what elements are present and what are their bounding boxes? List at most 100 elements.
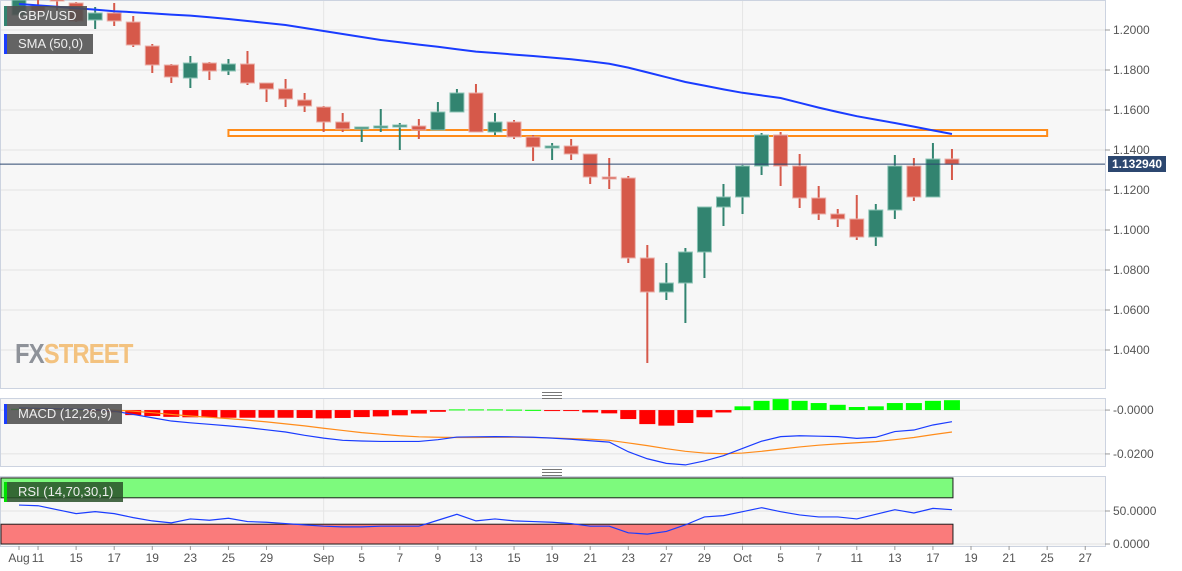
candle-body bbox=[49, 0, 65, 2]
candle[interactable] bbox=[297, 93, 313, 112]
candle[interactable] bbox=[563, 139, 579, 160]
macd-histogram-bar bbox=[829, 404, 846, 411]
candle[interactable] bbox=[925, 143, 941, 198]
x-tick-label: 7 bbox=[815, 551, 822, 565]
candle[interactable] bbox=[220, 59, 236, 75]
candle[interactable] bbox=[392, 123, 408, 150]
candle[interactable] bbox=[354, 126, 370, 142]
candle[interactable] bbox=[601, 158, 617, 189]
sma-label[interactable]: SMA (50,0) bbox=[4, 34, 94, 54]
candle[interactable] bbox=[792, 154, 808, 208]
x-tick-label: 29 bbox=[698, 551, 712, 565]
macd-histogram-bar bbox=[753, 400, 770, 411]
candle[interactable] bbox=[487, 113, 503, 135]
candle-body bbox=[506, 121, 522, 138]
candle[interactable] bbox=[201, 62, 217, 80]
candle[interactable] bbox=[830, 209, 846, 227]
candle[interactable] bbox=[887, 155, 903, 219]
candle[interactable] bbox=[430, 102, 446, 131]
macd-line bbox=[18, 407, 953, 466]
candle[interactable] bbox=[849, 195, 865, 240]
macd-histogram-bar bbox=[525, 409, 542, 411]
candle-body bbox=[735, 165, 751, 198]
candle[interactable] bbox=[754, 133, 770, 175]
candle[interactable] bbox=[87, 7, 103, 29]
macd-histogram-bar bbox=[601, 410, 618, 414]
y-tick-label: -0.0000 bbox=[1113, 403, 1154, 417]
macd-histogram-bar bbox=[296, 410, 313, 418]
watermark-fx: FX bbox=[15, 338, 45, 369]
candle[interactable] bbox=[525, 135, 541, 161]
candle-body bbox=[87, 12, 103, 21]
resistance-zone[interactable] bbox=[227, 129, 1049, 137]
candle[interactable] bbox=[316, 106, 332, 132]
macd-histogram-bar bbox=[201, 410, 218, 418]
candle[interactable] bbox=[811, 186, 827, 220]
candle-body bbox=[887, 165, 903, 211]
macd-label-text: MACD (12,26,9) bbox=[18, 406, 112, 421]
candle[interactable] bbox=[544, 143, 560, 160]
macd-color-bar bbox=[4, 404, 7, 424]
candle-body bbox=[582, 153, 598, 178]
macd-histogram-bar bbox=[677, 410, 694, 424]
candle[interactable] bbox=[582, 153, 598, 184]
x-tick-label: 5 bbox=[777, 551, 784, 565]
candle[interactable] bbox=[163, 64, 179, 83]
candle-body bbox=[468, 92, 484, 133]
y-tick-label: 1.0800 bbox=[1113, 263, 1150, 277]
candle[interactable] bbox=[658, 263, 674, 300]
candle-body bbox=[773, 134, 789, 167]
candle[interactable] bbox=[278, 79, 294, 107]
candle[interactable] bbox=[677, 248, 693, 323]
candle[interactable] bbox=[259, 82, 275, 102]
candle-body bbox=[677, 251, 693, 284]
candle[interactable] bbox=[106, 3, 122, 26]
macd-histogram-bar bbox=[163, 410, 180, 417]
macd-histogram-bar bbox=[772, 399, 789, 411]
candle[interactable] bbox=[468, 84, 484, 133]
instrument-color-bar bbox=[4, 6, 7, 26]
candle[interactable] bbox=[506, 120, 522, 139]
instrument-label-text: GBP/USD bbox=[18, 8, 77, 23]
macd-histogram-bar bbox=[182, 410, 199, 418]
instrument-label[interactable]: GBP/USD bbox=[4, 6, 87, 26]
x-tick-label: 11 bbox=[851, 551, 864, 565]
candle[interactable] bbox=[868, 204, 884, 246]
macd-histogram-bar bbox=[239, 410, 256, 418]
candle[interactable] bbox=[411, 119, 427, 139]
candle[interactable] bbox=[182, 56, 198, 88]
candle[interactable] bbox=[773, 132, 789, 186]
macd-histogram-bar bbox=[582, 410, 599, 413]
macd-histogram-bar bbox=[506, 409, 523, 411]
candle[interactable] bbox=[335, 113, 351, 132]
macd-histogram-bar bbox=[372, 410, 389, 417]
candle-body bbox=[411, 125, 427, 131]
candle-body bbox=[201, 62, 217, 72]
x-tick-label: 25 bbox=[222, 551, 236, 565]
candle[interactable] bbox=[144, 44, 160, 73]
rsi-resize-handle-icon[interactable] bbox=[542, 469, 562, 476]
candle[interactable] bbox=[449, 89, 465, 113]
rsi-label[interactable]: RSI (14,70,30,1) bbox=[4, 482, 124, 502]
candle[interactable] bbox=[239, 51, 255, 85]
macd-resize-handle-icon[interactable] bbox=[542, 392, 562, 399]
macd-histogram-bar bbox=[448, 409, 465, 411]
y-tick-label: 1.0400 bbox=[1113, 343, 1150, 357]
candle[interactable] bbox=[715, 184, 731, 226]
candle[interactable] bbox=[639, 245, 655, 363]
candle[interactable] bbox=[906, 158, 922, 201]
x-tick-label: 23 bbox=[184, 551, 198, 565]
macd-label[interactable]: MACD (12,26,9) bbox=[4, 404, 122, 424]
candle-body bbox=[487, 121, 503, 133]
candle[interactable] bbox=[125, 16, 141, 47]
candle-body bbox=[430, 111, 446, 131]
candle-body bbox=[335, 121, 351, 130]
candle[interactable] bbox=[620, 176, 636, 263]
y-tick-label: 1.1000 bbox=[1113, 223, 1150, 237]
candle[interactable] bbox=[735, 165, 751, 214]
candle[interactable] bbox=[373, 109, 389, 132]
candle[interactable] bbox=[696, 206, 712, 278]
candle-body bbox=[906, 165, 922, 198]
macd-histogram-bar bbox=[429, 410, 446, 412]
